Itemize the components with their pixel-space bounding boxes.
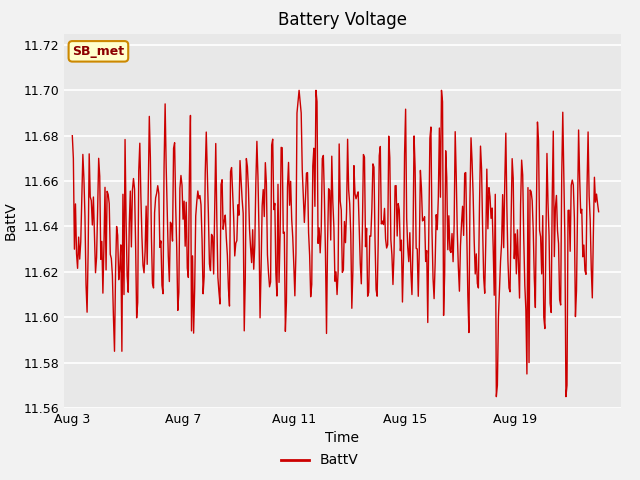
X-axis label: Time: Time [325,432,360,445]
Text: SB_met: SB_met [72,45,124,58]
Legend: BattV: BattV [276,448,364,473]
Y-axis label: BattV: BattV [4,202,18,240]
Title: Battery Voltage: Battery Voltage [278,11,407,29]
